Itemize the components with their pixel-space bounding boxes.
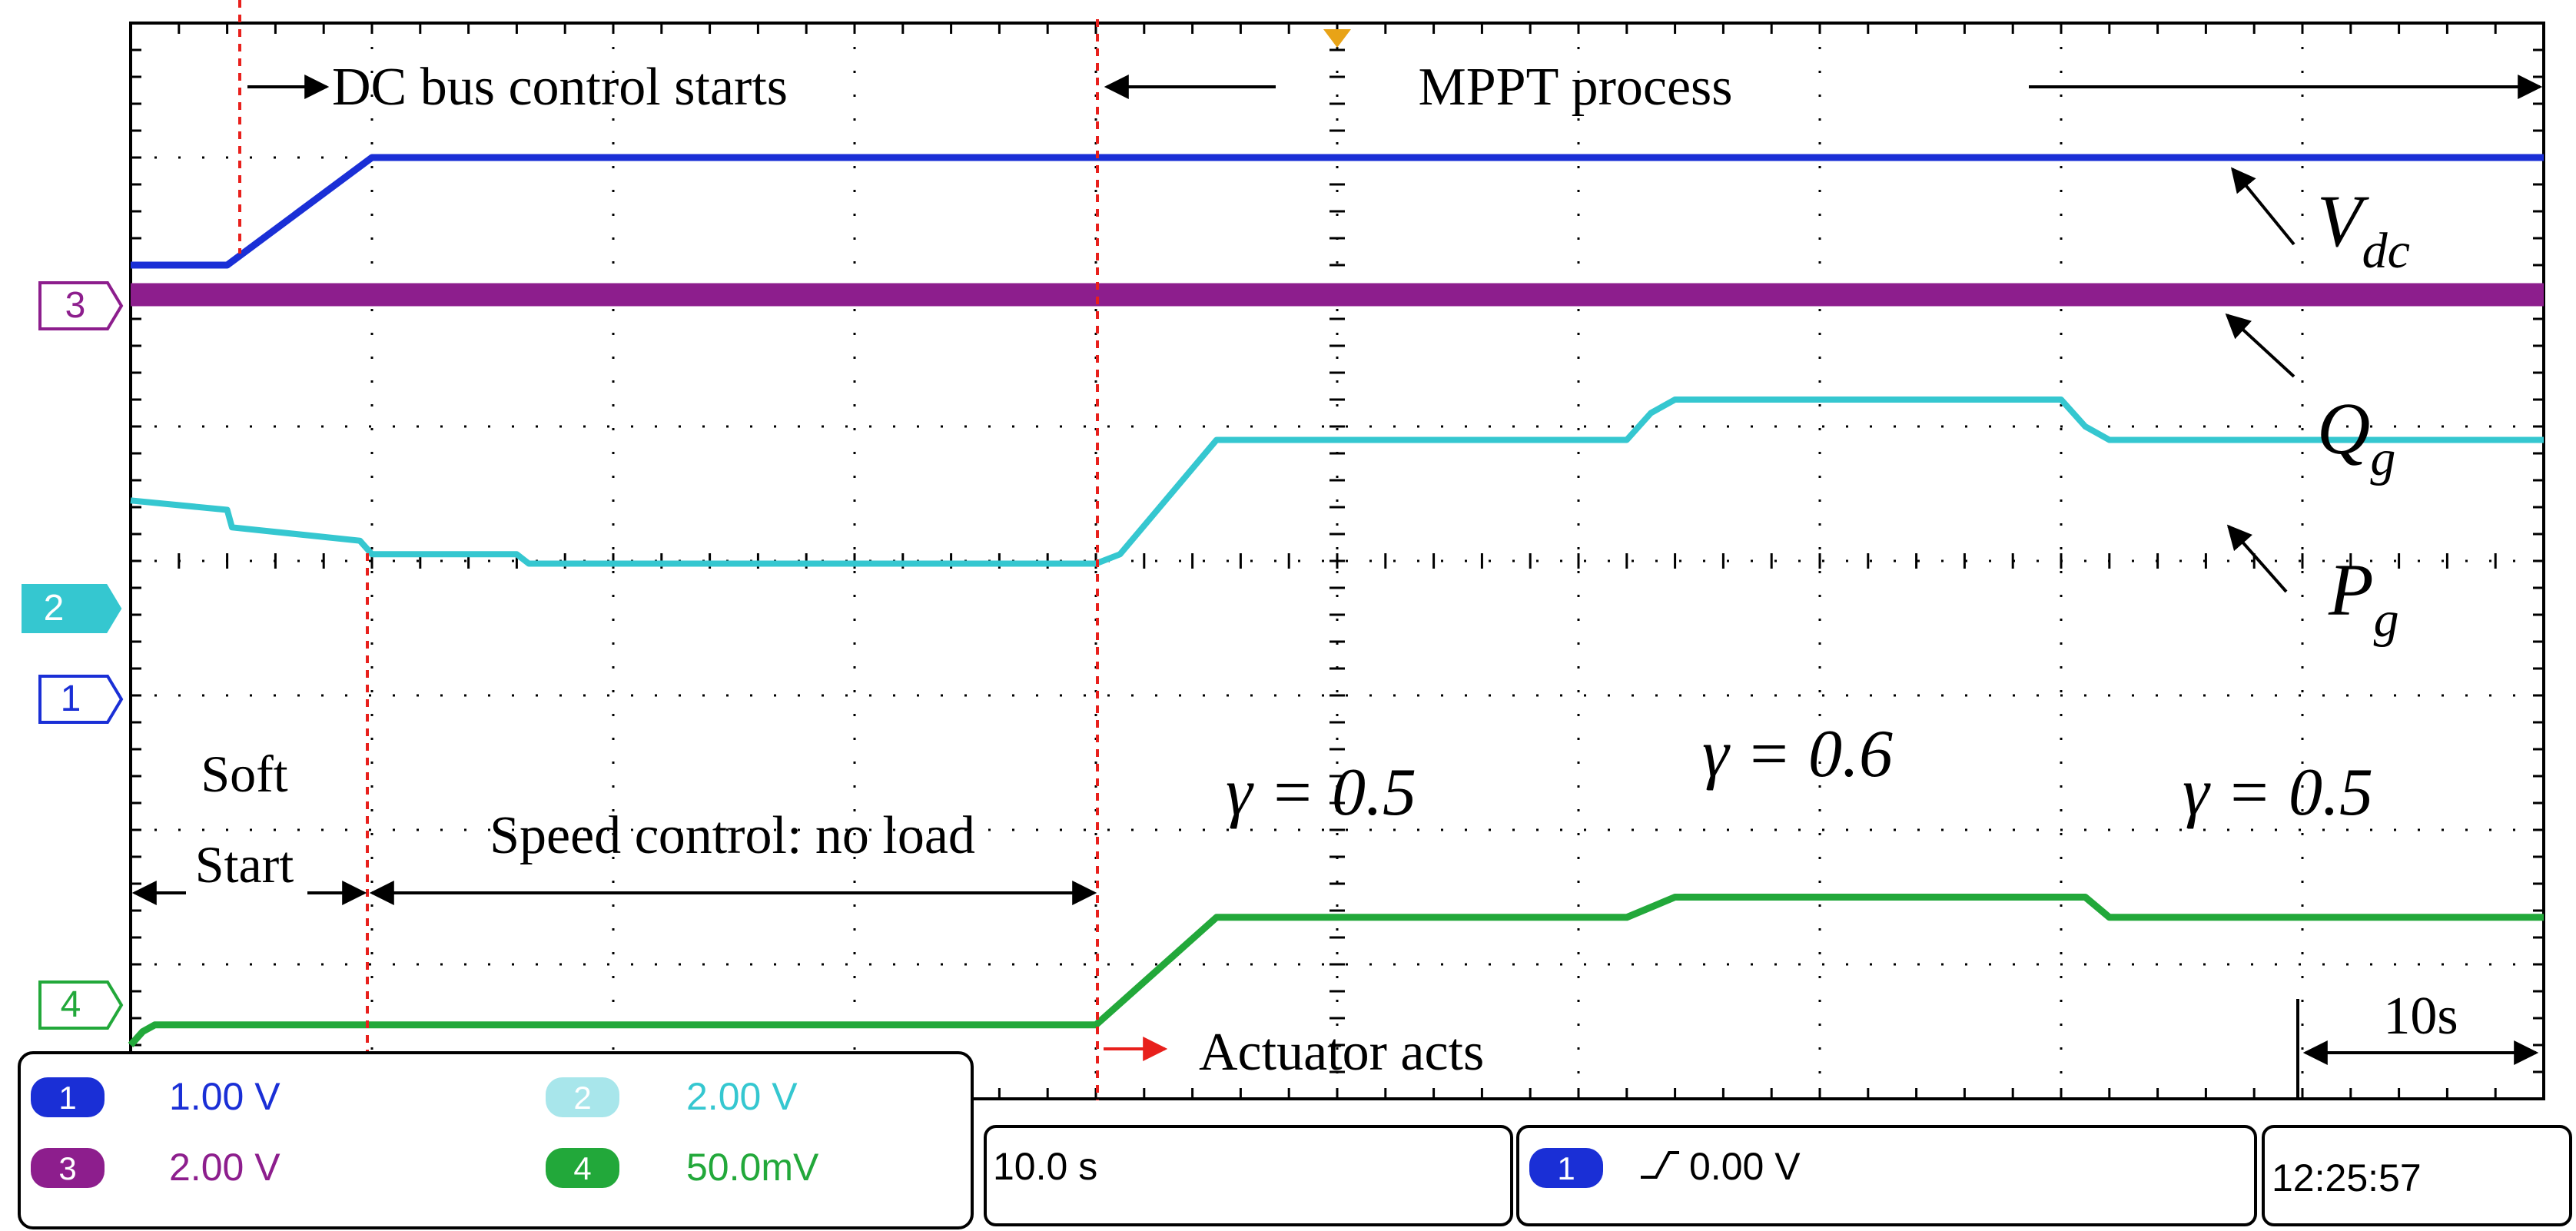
svg-text:1: 1 (58, 1080, 76, 1116)
clock-box (2262, 1125, 2572, 1226)
svg-text:4: 4 (573, 1150, 591, 1186)
trigger-channel-badge (1529, 1148, 1603, 1188)
svg-text:DC bus control starts: DC bus control starts (332, 58, 788, 117)
trace-vdc (131, 154, 2544, 269)
waveform-traces (128, 154, 2544, 1048)
gamma-label-2: γ = 0.6 (1702, 717, 1893, 791)
channel-3-marker[interactable]: 3 (38, 281, 124, 330)
channel-4-scale[interactable]: 4 50.0mV (546, 1146, 819, 1189)
channel-1-marker[interactable]: 1 (38, 675, 124, 724)
trace-pg (130, 397, 2544, 567)
trigger-level: 0.00 V (1689, 1145, 1801, 1188)
channel-2-scale-value: 2.00 V (686, 1075, 798, 1118)
channel-2-scale[interactable]: 2 2.00 V (546, 1075, 798, 1118)
timebase-value: 10.0 s (993, 1145, 1097, 1188)
channel-3-scale[interactable]: 3 2.00 V (31, 1146, 281, 1189)
pg-sub: g (2374, 592, 2399, 648)
svg-text:Start: Start (195, 835, 294, 894)
label-pg: Pg (2226, 524, 2399, 648)
timebase-box[interactable] (984, 1125, 1513, 1226)
svg-text:2: 2 (573, 1080, 591, 1116)
status-bar: 1 1.00 V 2 2.00 V 3 2.00 V 4 50.0mV 10.0… (0, 1051, 2576, 1231)
trigger-channel: 1 (1557, 1150, 1575, 1186)
svg-text:Pg: Pg (2328, 549, 2399, 648)
channel-4-marker[interactable]: 4 (38, 980, 124, 1030)
annotation-speed-control: Speed control: no load (369, 806, 1097, 905)
svg-text:MPPT process: MPPT process (1418, 58, 1732, 117)
channel-4-marker-label: 4 (61, 984, 81, 1025)
svg-text:Actuator acts: Actuator acts (1199, 1023, 1484, 1082)
channel-scale-panel (18, 1051, 974, 1229)
gamma-label-1: γ = 0.5 (1226, 755, 1416, 830)
annotation-soft-start: Soft Start (131, 745, 367, 905)
svg-text:10s: 10s (2383, 987, 2458, 1046)
clock-time: 12:25:57 (2272, 1156, 2422, 1199)
qg-sub: g (2370, 430, 2395, 486)
channel-3-scale-value: 2.00 V (169, 1146, 281, 1189)
annotation-dc-bus: DC bus control starts (247, 58, 788, 117)
svg-text:Speed control: no load: Speed control: no load (490, 806, 975, 865)
annotation-actuator: Actuator acts (1104, 1023, 1484, 1082)
gamma-label-3: γ = 0.5 (2183, 755, 2373, 830)
channel-3-marker-label: 3 (65, 285, 86, 326)
trigger-position-marker (1323, 29, 1351, 48)
svg-text:Qg: Qg (2317, 387, 2395, 486)
trace-gamma (128, 894, 2544, 1048)
annotation-mppt: MPPT process (1104, 58, 2543, 117)
label-qg: Qg (2225, 313, 2395, 486)
trigger-box[interactable] (1516, 1125, 2257, 1226)
pg-main: P (2328, 549, 2374, 631)
channel-1-scale[interactable]: 1 1.00 V (31, 1075, 281, 1118)
time-scale-indicator: 10s (2296, 987, 2539, 1110)
svg-text:3: 3 (58, 1150, 76, 1186)
rising-edge-icon (1641, 1151, 1679, 1179)
vdc-main: V (2317, 180, 2369, 262)
qg-main: Q (2317, 387, 2370, 470)
label-vdc: Vdc (2230, 167, 2410, 279)
channel-2-marker[interactable]: 2 (22, 584, 122, 633)
channel-1-marker-label: 1 (61, 679, 81, 719)
channel-2-marker-label: 2 (44, 588, 65, 629)
vdc-sub: dc (2362, 223, 2410, 279)
svg-text:Vdc: Vdc (2317, 180, 2410, 279)
channel-1-scale-value: 1.00 V (169, 1075, 281, 1118)
channel-4-scale-value: 50.0mV (686, 1146, 819, 1189)
svg-text:Soft: Soft (201, 745, 287, 803)
